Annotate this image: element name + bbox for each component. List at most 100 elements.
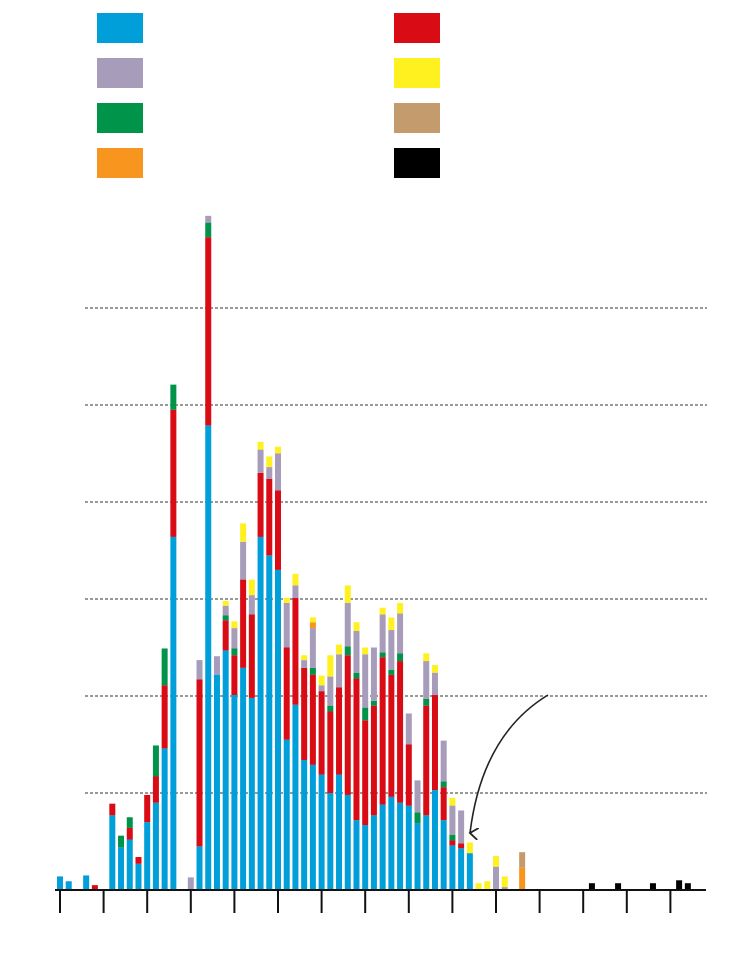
bar-segment (240, 541, 247, 580)
bar-segment (466, 853, 473, 890)
bar-segment (397, 602, 404, 614)
bar-segment (213, 656, 220, 675)
bar-segment (414, 823, 421, 890)
bar-segment (248, 595, 255, 615)
bar-segment (379, 607, 386, 615)
bar-segment (205, 237, 212, 426)
bar-segment (414, 812, 421, 824)
bar-segment (222, 650, 229, 890)
bar-segment (196, 679, 203, 847)
bar-segment (283, 739, 290, 890)
bar-segment (397, 661, 404, 803)
bar-segment (170, 536, 177, 890)
bar-segment (397, 653, 404, 662)
bar-segment (301, 760, 308, 890)
legend-swatch (97, 148, 143, 178)
bar-segment (231, 695, 238, 890)
bar-segment (309, 617, 316, 623)
bar-segment (423, 698, 430, 706)
bar-segment (222, 600, 229, 606)
bar-segment (370, 705, 377, 816)
bar-segment (126, 817, 133, 828)
bar-segment (405, 744, 412, 806)
bar-segment (449, 840, 456, 846)
bar-segment (327, 676, 334, 706)
bar-segment (109, 803, 116, 816)
bar-segment (266, 467, 273, 479)
bar-segment (170, 384, 177, 410)
bar-segment (152, 745, 159, 777)
bar-segment (309, 622, 316, 629)
bar-segment (292, 598, 299, 705)
bar-segment (292, 585, 299, 599)
bar-segment (309, 628, 316, 668)
bar-segment (283, 647, 290, 740)
bar-segment (684, 883, 691, 890)
bar-segment (676, 880, 683, 890)
bar-segment (126, 827, 133, 840)
bar-segment (222, 605, 229, 616)
bar-segment (301, 667, 308, 761)
bar-segment (397, 613, 404, 654)
legend-swatch (97, 13, 143, 43)
bar-segment (248, 579, 255, 596)
bars (57, 215, 691, 890)
bar-segment (144, 822, 151, 890)
bar-segment (431, 672, 438, 696)
bar-segment (362, 707, 369, 721)
bar-segment (449, 805, 456, 835)
bar-segment (231, 621, 238, 629)
bar-segment (370, 700, 377, 706)
bar-segment (91, 885, 98, 890)
bar-segment (231, 628, 238, 649)
bar-segment (327, 793, 334, 890)
annotation-arrow (470, 694, 549, 833)
bar-segment (353, 622, 360, 632)
bar-segment (318, 691, 325, 775)
bar-segment (283, 602, 290, 648)
legend-swatch (97, 58, 143, 88)
bar-segment (170, 409, 177, 537)
bar-segment (222, 615, 229, 621)
bar-segment (301, 660, 308, 668)
bar-segment (344, 585, 351, 603)
bar-segment (318, 675, 325, 686)
grid (85, 307, 707, 794)
bar-segment (336, 654, 343, 688)
bar-segment (519, 852, 526, 868)
bar-segment (588, 883, 595, 890)
bar-segment (109, 815, 116, 890)
bar-segment (336, 774, 343, 890)
bar-segment (205, 425, 212, 890)
bar-segment (65, 881, 72, 890)
bar-segment (344, 655, 351, 795)
bar-segment (266, 456, 273, 468)
bar-segment (405, 713, 412, 745)
bar-segment (309, 674, 316, 765)
bar-segment (266, 555, 273, 890)
bar-segment (257, 441, 264, 450)
bar-segment (161, 648, 168, 686)
bar-segment (405, 805, 412, 890)
bar-segment (353, 820, 360, 890)
bar-segment (222, 620, 229, 651)
legend-swatch (394, 58, 440, 88)
bar-segment (414, 780, 421, 813)
bar-segment (440, 820, 447, 890)
bar-segment (327, 705, 334, 712)
bar-segment (615, 883, 622, 890)
bar-segment (257, 536, 264, 890)
legend (97, 13, 440, 178)
bar-segment (309, 764, 316, 890)
bar-segment (240, 523, 247, 542)
bar-segment (318, 685, 325, 692)
legend-swatch (394, 13, 440, 43)
bar-segment (449, 834, 456, 841)
bar-segment (379, 657, 386, 805)
bar-segment (231, 648, 238, 656)
bar-segment (353, 678, 360, 821)
bar-segment (649, 883, 656, 890)
bar-segment (423, 661, 430, 699)
bar-segment (309, 667, 316, 675)
legend-swatch (394, 148, 440, 178)
